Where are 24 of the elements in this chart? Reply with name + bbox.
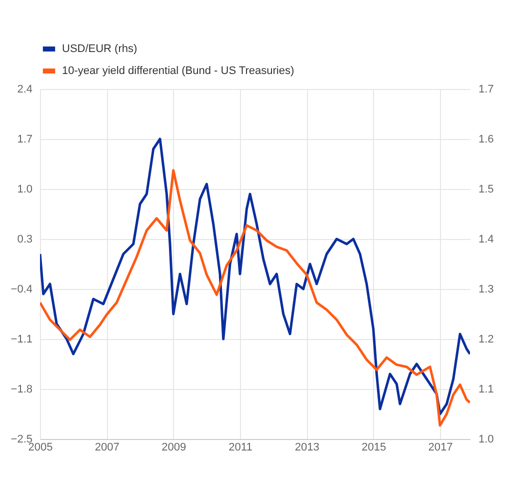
legend-label: USD/EUR (rhs)	[62, 43, 138, 55]
y-tick-label: 1.7	[17, 134, 32, 146]
y2-tick-label: 1.0	[478, 434, 494, 446]
y-tick-label: −1.1	[10, 334, 32, 346]
x-tick-label: 2017	[428, 442, 453, 454]
y2-tick-label: 1.1	[478, 384, 494, 396]
y2-tick-label: 1.4	[478, 234, 494, 246]
y2-tick-label: 1.6	[478, 134, 494, 146]
x-tick-label: 2011	[228, 442, 252, 454]
y-tick-label: −0.4	[10, 284, 32, 296]
y-tick-label: 1.0	[17, 184, 32, 196]
y2-tick-label: 1.7	[478, 84, 494, 96]
y-tick-label: −1.8	[10, 384, 32, 396]
x-tick-label: 2015	[362, 442, 386, 454]
x-tick-label: 2005	[28, 442, 53, 454]
y-tick-label: 0.3	[17, 234, 32, 246]
x-tick-label: 2007	[94, 442, 120, 454]
legend-label: 10-year yield differential (Bund - US Treasuries)	[62, 65, 294, 77]
x-tick-label: 2009	[162, 442, 186, 454]
x-tick-label: 2013	[294, 442, 320, 454]
y2-tick-label: 1.5	[478, 184, 494, 196]
y2-tick-label: 1.3	[478, 284, 494, 296]
y2-tick-label: 1.2	[478, 334, 494, 346]
y-tick-label: 2.4	[17, 84, 32, 96]
